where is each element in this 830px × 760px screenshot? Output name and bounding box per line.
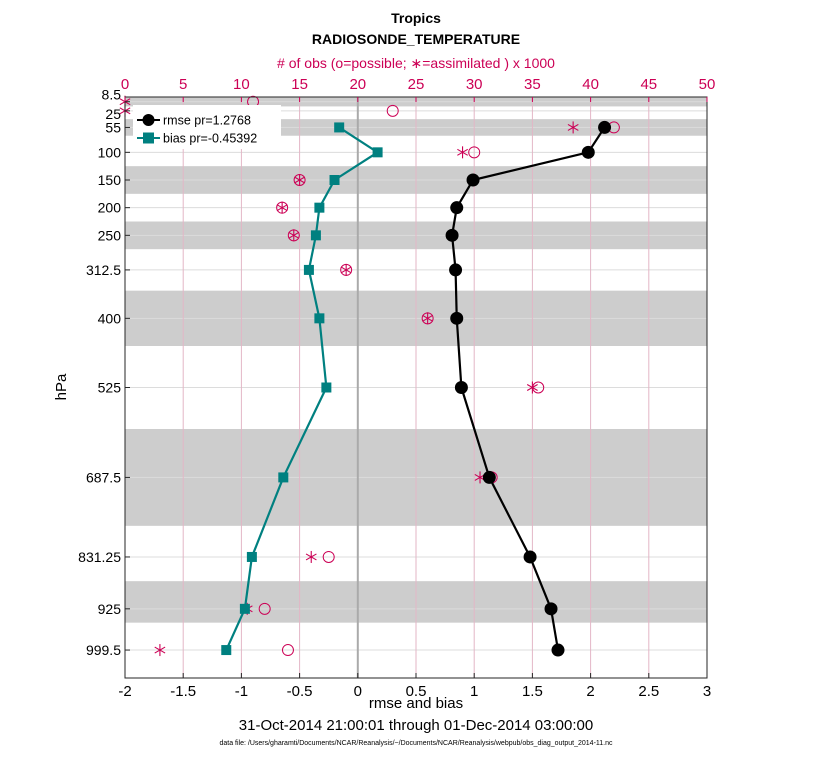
legend-bias-label: bias pr=-0.45392 [163,132,257,146]
chart-title: Tropics [391,10,441,26]
obs-assimilated-marker-7 [340,263,352,276]
obs-possible-marker-13 [281,644,294,657]
rmse-point-8 [482,470,496,484]
series-line-0 [450,126,606,651]
rmse-point-5 [449,263,463,277]
legend-rmse-label: rmse pr=1.2768 [163,114,251,128]
top-tick-label-3: 15 [291,76,308,93]
obs-possible-marker-11 [322,550,335,563]
y-tick-label-5: 200 [98,200,122,216]
top-tick-label-10: 50 [699,76,716,93]
y-tick-label-10: 687.5 [86,469,121,485]
y-tick-label-3: 100 [98,144,122,160]
x-tick-label-7: 1.5 [522,683,543,700]
bias-point-11 [221,645,232,656]
rmse-point-0 [598,120,612,134]
obs-assimilated-marker-5 [276,201,288,214]
x-tick-label-0: -2 [118,683,131,700]
y-tick-label-12: 925 [98,601,122,617]
top-axis-ticks: 0 5 10 15 20 25 30 35 40 45 50 [121,76,716,102]
bias-point-9 [246,551,257,562]
obs-assimilated-marker-13 [154,644,166,657]
y-tick-label-6: 250 [98,227,122,243]
bias-point-5 [303,264,314,275]
obs-assimilated-marker-2 [567,121,579,134]
top-tick-label-7: 35 [524,76,541,93]
y-tick-label-7: 312.5 [86,262,121,278]
legend-box [133,105,281,149]
legend: rmse pr=1.2768 bias pr=-0.45392 [133,105,281,149]
y-tick-label-4: 150 [98,172,122,188]
plot-area [119,95,708,679]
x-tick-label-8: 2 [586,683,594,700]
x-tick-label-3: -0.5 [287,683,313,700]
x-tick-label-2: -1 [235,683,248,700]
x-axis-label: rmse and bias [369,695,463,712]
bias-point-3 [314,202,325,213]
rmse-point-7 [454,381,468,394]
y-tick-label-8: 400 [98,310,122,326]
y-tick-label-11: 831.25 [78,549,121,565]
rmse-point-11 [551,643,565,657]
top-tick-label-2: 10 [233,76,250,93]
obs-assimilated-marker-11 [305,550,317,563]
obs-assimilated-marker-8 [422,312,434,325]
date-range: 31-Oct-2014 21:00:01 through 01-Dec-2014… [239,717,593,734]
x-tick-label-6: 1 [470,683,478,700]
bias-point-0 [334,122,345,133]
x-axis-ticks: -2 -1.5 -1 -0.5 0 0.5 1 1.5 2 2.5 3 [118,673,711,700]
bias-point-10 [239,603,250,614]
x-tick-label-1: -1.5 [170,683,196,700]
obs-possible-marker-1 [386,104,399,117]
legend-rmse-marker [142,114,155,126]
rmse-point-3 [450,201,464,215]
obs-assimilated-marker-3 [457,146,469,159]
rmse-point-2 [466,173,480,187]
y-tick-label-9: 525 [98,380,122,396]
obs-possible-marker-3 [468,146,481,159]
obs-possible-marker-12 [258,602,271,615]
y-tick-label-1: 25 [105,106,121,122]
top-tick-label-6: 30 [466,76,483,93]
bias-point-2 [329,175,340,185]
legend-bias-marker [143,132,154,144]
top-tick-label-8: 40 [582,76,599,93]
rmse-point-9 [523,550,537,564]
rmse-point-6 [450,311,464,325]
top-axis-label: # of obs (o=possible; ∗=assimilated ) x … [277,55,555,71]
bias-point-1 [372,147,383,158]
bias-point-6 [314,313,325,324]
data-file-footnote: data file: /Users/gharamti/Documents/NCA… [219,740,613,747]
top-tick-label-4: 20 [349,76,366,93]
bias-point-4 [310,230,321,241]
chart-subtitle: RADIOSONDE_TEMPERATURE [312,31,520,47]
top-tick-label-0: 0 [121,76,129,93]
bias-point-7 [321,382,332,393]
y-axis-label: hPa [53,373,70,400]
top-tick-label-1: 5 [179,76,187,93]
top-tick-label-9: 45 [640,76,657,93]
obs-assimilated-marker-4 [294,174,306,186]
series-line-1 [225,126,380,651]
y-tick-label-2: 55 [105,119,121,135]
rmse-point-10 [544,602,558,616]
x-tick-label-4: 0 [354,683,362,700]
top-tick-label-5: 25 [408,76,425,93]
rmse-point-1 [581,145,595,159]
y-tick-label-0: 8.5 [102,87,122,103]
data-series [221,120,612,657]
x-tick-label-10: 3 [703,683,711,700]
obs-assimilated-marker-9 [526,381,538,394]
rmse-point-4 [445,228,459,242]
bias-point-8 [278,472,289,483]
x-tick-label-5: 0.5 [406,683,427,700]
y-tick-label-13: 999.5 [86,642,121,658]
obs-assimilated-marker-6 [288,229,300,242]
x-tick-label-9: 2.5 [638,683,659,700]
